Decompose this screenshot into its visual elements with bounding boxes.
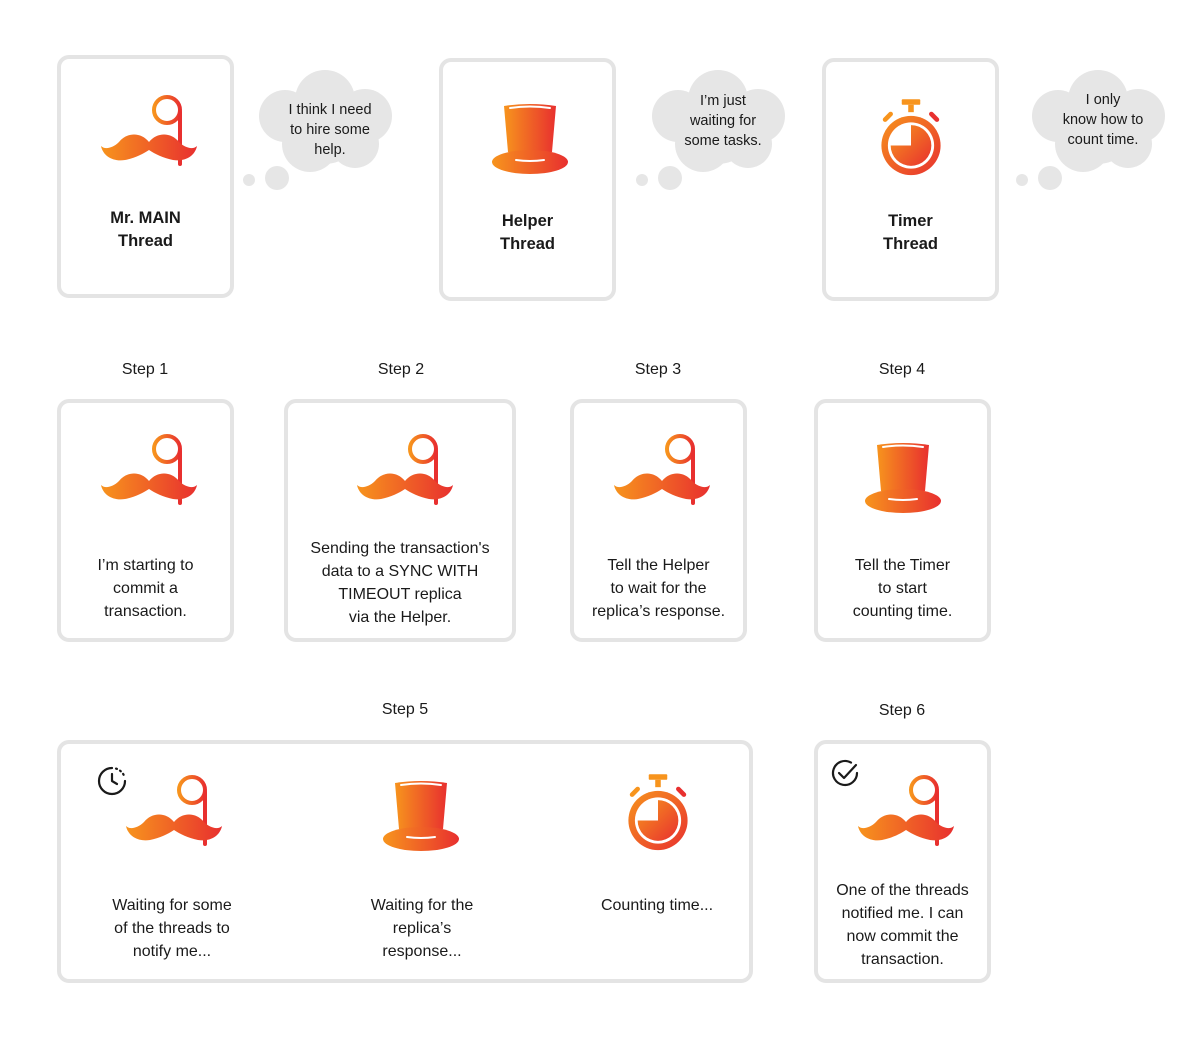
main-thought-bubble: I think I need to hire some help.	[240, 68, 410, 193]
step-1-card: I’m starting to commit a transaction.	[57, 399, 234, 642]
step-2-title: Step 2	[377, 361, 425, 378]
monocle-mustache-icon	[99, 433, 199, 513]
monocle-mustache-icon	[856, 774, 956, 854]
clock-waiting-icon	[97, 766, 127, 796]
top-hat-icon	[381, 777, 461, 857]
monocle-mustache-icon	[99, 94, 199, 174]
step-5-title: Step 5	[381, 701, 429, 718]
step-1-text: I’m starting to commit a transaction.	[97, 557, 194, 620]
helper-thread-card: Helper Thread	[439, 58, 616, 301]
step-5-timer-text: Counting time...	[600, 897, 714, 914]
top-hat-icon	[490, 100, 570, 180]
check-circle-icon	[831, 759, 859, 787]
step-1-title: Step 1	[121, 361, 169, 378]
step-2-text: Sending the transaction's data to a SYNC…	[310, 540, 490, 626]
helper-thought-text: I’m just waiting for some tasks.	[684, 93, 762, 149]
step-5-main-text: Waiting for some of the threads to notif…	[112, 897, 232, 960]
step-4-text: Tell the Timer to start counting time.	[852, 557, 953, 620]
timer-thread-name: Timer Thread	[882, 212, 938, 253]
helper-thought-bubble: I’m just waiting for some tasks.	[633, 68, 803, 193]
step-3-card: Tell the Helper to wait for the replica’…	[570, 399, 747, 642]
monocle-mustache-icon	[124, 774, 224, 854]
step-6-title: Step 6	[878, 702, 926, 719]
main-thread-name: Mr. MAIN Thread	[110, 209, 181, 250]
step-5-helper-text: Waiting for the replica’s response...	[370, 897, 474, 960]
main-thread-card: Mr. MAIN Thread	[57, 55, 234, 298]
monocle-mustache-icon	[612, 433, 712, 513]
step-2-card: Sending the transaction's data to a SYNC…	[284, 399, 516, 642]
step-6-text: One of the threads notified me. I can no…	[836, 882, 969, 968]
helper-thread-name: Helper Thread	[499, 212, 555, 253]
stopwatch-icon	[874, 97, 948, 181]
timer-thought-text: I only know how to count time.	[1062, 92, 1144, 148]
main-thought-text: I think I need to hire some help.	[288, 102, 372, 158]
step-6-card: One of the threads notified me. I can no…	[814, 740, 991, 983]
timer-thread-card: Timer Thread	[822, 58, 999, 301]
timer-thought-bubble: I only know how to count time.	[1013, 68, 1183, 193]
monocle-mustache-icon	[355, 433, 455, 513]
stopwatch-icon	[621, 772, 695, 856]
step-4-card: Tell the Timer to start counting time.	[814, 399, 991, 642]
step-3-title: Step 3	[634, 361, 682, 378]
step-5-card: Waiting for some of the threads to notif…	[57, 740, 753, 983]
top-hat-icon	[863, 439, 943, 519]
step-4-title: Step 4	[878, 361, 926, 378]
step-3-text: Tell the Helper to wait for the replica’…	[591, 557, 726, 620]
